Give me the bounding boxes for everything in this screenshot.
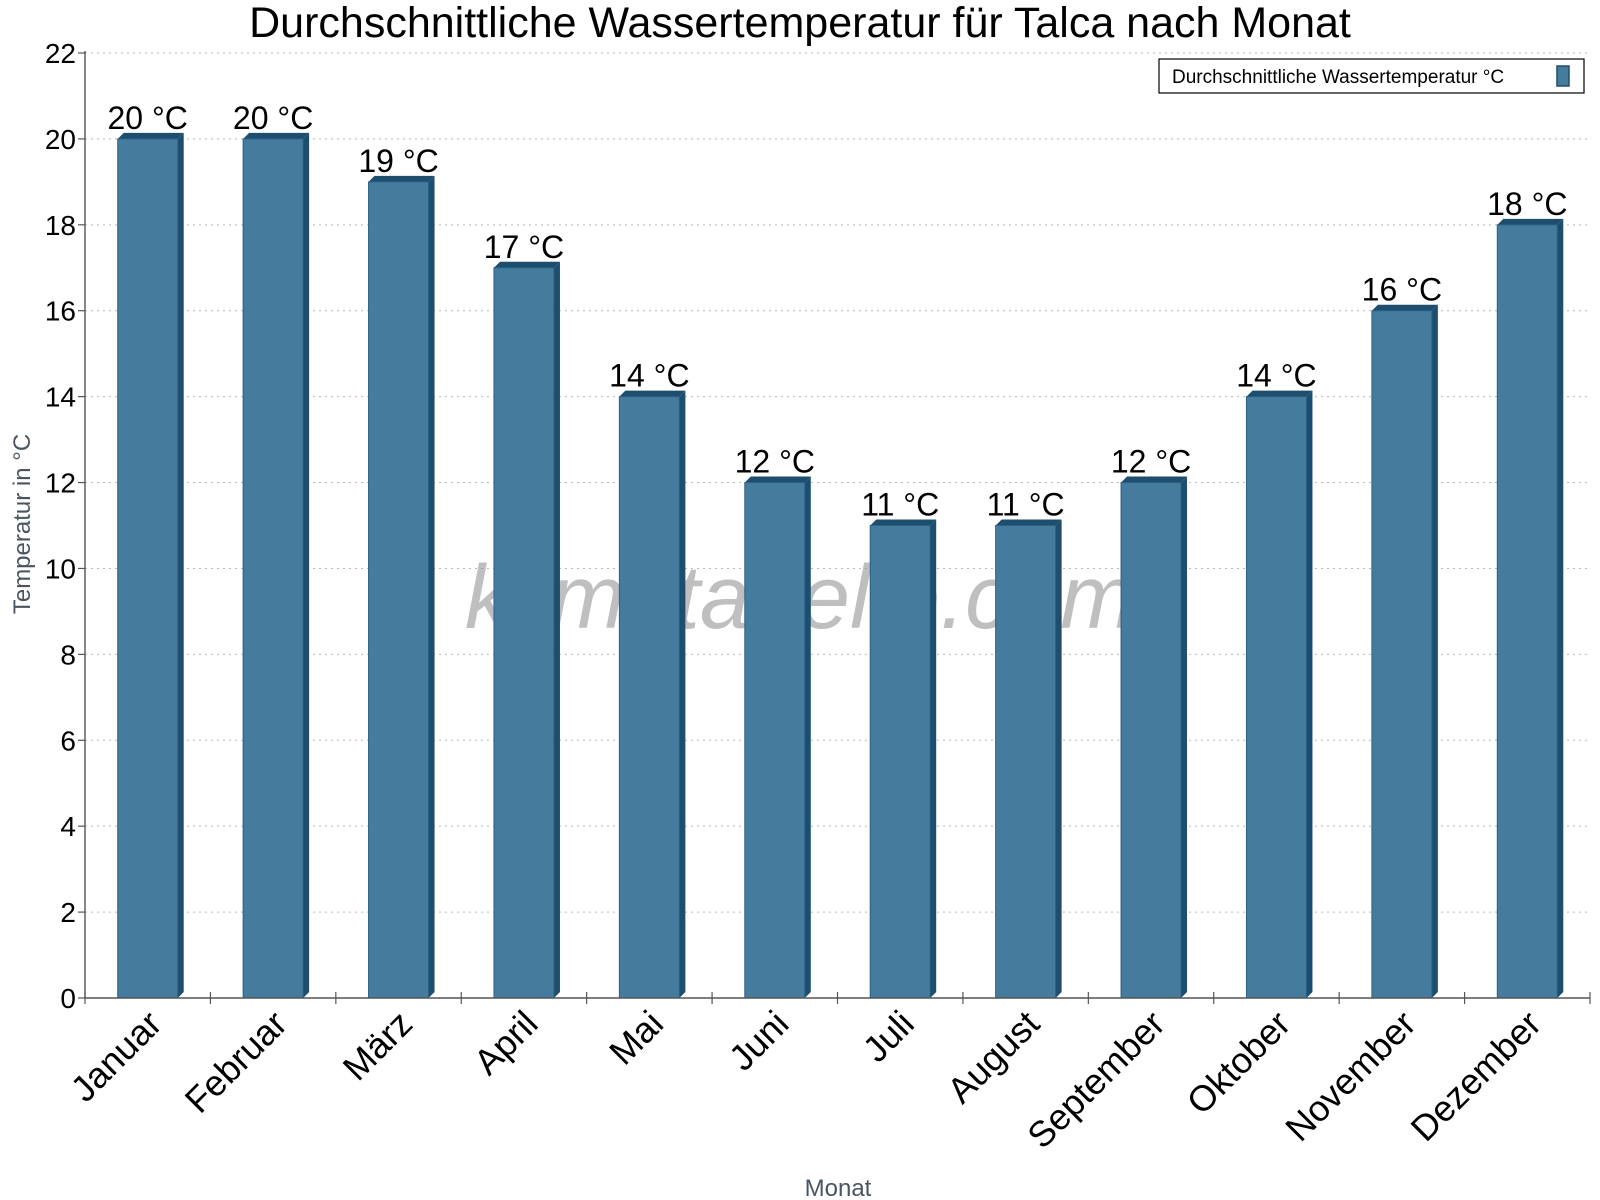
y-tick-label: 14 <box>45 382 76 413</box>
y-tick-label: 6 <box>60 725 76 756</box>
data-label: 18 °C <box>1487 186 1567 222</box>
bar-front <box>117 138 179 999</box>
bar-side <box>1431 304 1438 998</box>
bar-top <box>870 519 937 526</box>
x-tick-label: November <box>1277 1003 1423 1149</box>
bar-april: 17 °C <box>484 229 564 999</box>
x-tick-label: Dezember <box>1403 1003 1549 1149</box>
bar-top <box>1121 476 1188 483</box>
bar-juli: 11 °C <box>861 487 939 999</box>
bar-top <box>619 390 686 397</box>
legend-label: Durchschnittliche Wassertemperatur °C <box>1172 67 1504 88</box>
bar-front <box>618 396 680 999</box>
y-tick-label: 4 <box>60 811 76 842</box>
axes <box>84 51 1590 999</box>
y-tick-label: 16 <box>45 296 76 327</box>
y-tick-label: 22 <box>45 38 76 69</box>
bars: 20 °C 20 °C 19 °C 17 °C 14 °C 12 °C 11 °C 11 °C… <box>108 100 1567 999</box>
bar-november: 16 °C <box>1362 272 1442 999</box>
x-tick-label: September <box>1019 1003 1173 1157</box>
y-tick-label: 20 <box>45 124 76 155</box>
bar-september: 12 °C <box>1111 444 1191 999</box>
data-label: 11 °C <box>861 487 939 523</box>
bar-side <box>1557 218 1564 998</box>
bar-side <box>177 132 184 999</box>
data-label: 14 °C <box>609 358 689 394</box>
bar-front <box>493 267 555 999</box>
legend: Durchschnittliche Wassertemperatur °C <box>1158 58 1585 94</box>
x-tick-label: Februar <box>177 1003 295 1121</box>
bar-top <box>493 261 560 268</box>
bar-top <box>1497 218 1564 225</box>
bar-side <box>679 390 686 998</box>
bar-side <box>804 476 811 999</box>
data-label: 16 °C <box>1362 272 1442 308</box>
bar-side <box>553 261 560 999</box>
x-axis-ticks: Januar Februar März April Mai Juni Juli AugustS… <box>63 992 1591 1157</box>
bar-side <box>930 519 937 998</box>
bar-februar: 20 °C <box>233 100 313 999</box>
bar-front <box>242 138 304 999</box>
y-tick-label: 18 <box>45 210 76 241</box>
data-label: 12 °C <box>1111 444 1191 480</box>
bar-juni: 12 °C <box>735 444 815 999</box>
x-tick-label: März <box>335 1003 421 1089</box>
grid-lines <box>85 52 1590 913</box>
x-tick-label: Juli <box>855 1003 922 1070</box>
x-tick-label: April <box>466 1003 546 1083</box>
x-tick-label: August <box>939 1003 1047 1111</box>
bar-oktober: 14 °C <box>1236 358 1317 999</box>
bar-top <box>995 519 1062 526</box>
x-tick-label: Mai <box>601 1003 671 1073</box>
chart-title: Durchschnittliche Wassertemperatur für T… <box>249 0 1351 47</box>
bar-front <box>1120 482 1182 999</box>
bar-top <box>117 132 184 139</box>
y-axis-ticks: 0 2 4 6 8 10 12 14 16 18 20 22 <box>45 38 85 1014</box>
bar-front <box>1496 224 1558 999</box>
bar-side <box>428 175 435 998</box>
y-tick-label: 2 <box>60 897 76 928</box>
bar-front <box>1245 396 1307 999</box>
bar-august: 11 °C <box>987 487 1065 999</box>
data-label: 17 °C <box>484 229 564 265</box>
bar-januar: 20 °C <box>108 100 188 999</box>
bar-märz: 19 °C <box>358 143 439 999</box>
x-tick-label: Oktober <box>1179 1003 1299 1123</box>
bar-front <box>744 482 806 999</box>
x-tick-label: Juni <box>721 1003 797 1079</box>
data-label: 14 °C <box>1236 358 1316 394</box>
bar-front <box>368 181 430 999</box>
data-label: 20 °C <box>233 100 313 136</box>
legend-swatch <box>1556 65 1570 87</box>
bar-top <box>744 476 811 483</box>
bar-dezember: 18 °C <box>1487 186 1567 999</box>
y-tick-label: 10 <box>45 553 76 584</box>
bar-side <box>1181 476 1188 999</box>
y-tick-label: 8 <box>60 639 76 670</box>
data-label: 11 °C <box>987 487 1065 523</box>
legend-box <box>1158 58 1585 94</box>
bar-top <box>368 175 435 182</box>
bar-top <box>1246 390 1313 397</box>
x-tick-label: Januar <box>63 1003 170 1110</box>
bar-top <box>1371 304 1438 311</box>
y-axis-title: Temperatur in °C <box>9 434 36 614</box>
y-tick-label: 0 <box>60 983 76 1014</box>
bar-side <box>1306 390 1313 998</box>
data-label: 19 °C <box>358 143 438 179</box>
bar-side <box>303 132 310 999</box>
bar-top <box>243 132 310 139</box>
bar-front <box>869 525 931 999</box>
data-label: 12 °C <box>735 444 815 480</box>
x-axis-title: Monat <box>805 1175 872 1200</box>
y-tick-label: 12 <box>45 468 76 499</box>
bar-front <box>995 525 1057 999</box>
bar-side <box>1055 519 1062 998</box>
bar-mai: 14 °C <box>609 358 690 999</box>
data-label: 20 °C <box>108 100 188 136</box>
bar-front <box>1371 310 1433 999</box>
